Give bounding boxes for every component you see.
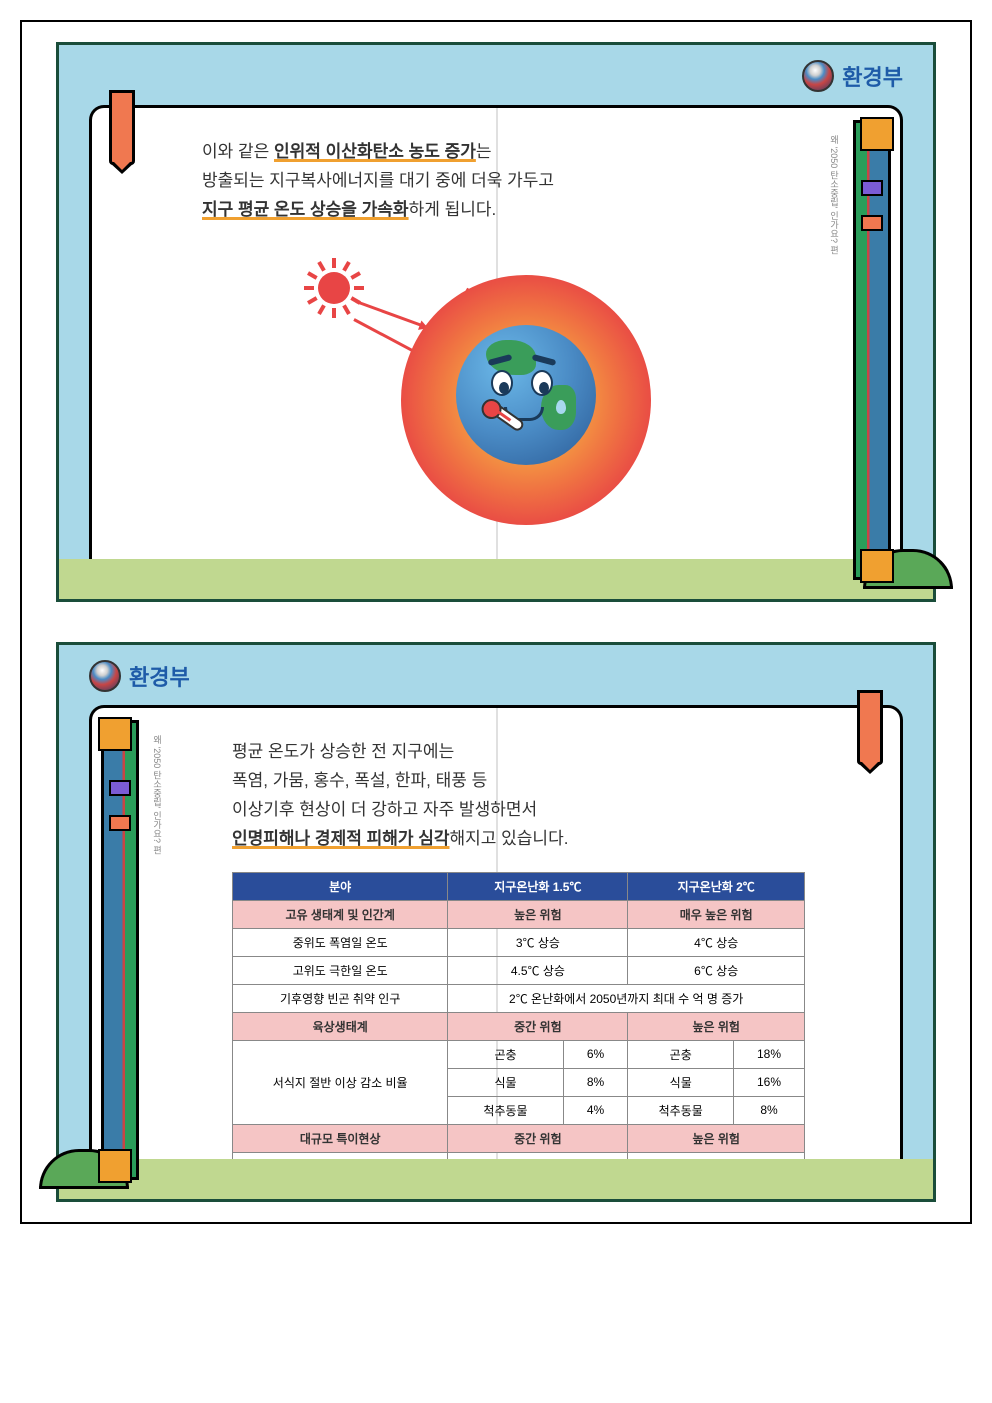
table-cell: 6℃ 상승 (628, 956, 805, 984)
table-cell: 3℃ 상승 (448, 928, 628, 956)
table-cell: 6% (563, 1040, 628, 1068)
table-cell: 중위도 폭염일 온도 (233, 928, 448, 956)
ground-decoration (59, 559, 933, 599)
book-frame: 평균 온도가 상승한 전 지구에는 폭염, 가뭄, 홍수, 폭설, 한파, 태풍… (89, 705, 903, 1199)
bookmark-decoration (109, 90, 135, 165)
table-cell: 18% (734, 1040, 805, 1068)
bookmark-label: 왜 '2050 탄소중립' 인가요? 편 (151, 735, 164, 854)
table-cell: 곤충 (448, 1040, 563, 1068)
table-cell: 척추동물 (628, 1096, 734, 1124)
table-cell: 기후영향 빈곤 취약 인구 (233, 984, 448, 1012)
earth-illustration (306, 260, 686, 540)
infographic-panel-2: 환경부 평균 온도가 상승한 전 지구에는 폭염, 가뭄, 홍수, 폭설, 한파… (56, 642, 936, 1202)
panel2-text: 평균 온도가 상승한 전 지구에는 폭염, 가뭄, 홍수, 폭설, 한파, 태풍… (232, 738, 805, 854)
table-cell: 높은 위험 (628, 1124, 805, 1152)
logo-text: 환경부 (842, 60, 903, 92)
table-header: 지구온난화 1.5℃ (448, 872, 628, 900)
table-header: 지구온난화 2℃ (628, 872, 805, 900)
table-cell: 4% (563, 1096, 628, 1124)
table-cell: 중간 위험 (448, 1012, 628, 1040)
table-cell: 매우 높은 위험 (628, 900, 805, 928)
table-cell: 2℃ 온난화에서 2050년까지 최대 수 억 명 증가 (448, 984, 805, 1012)
logo-icon (802, 60, 834, 92)
ministry-logo: 환경부 (89, 660, 190, 692)
sun-icon (306, 260, 361, 315)
panel1-content: 이와 같은 인위적 이산화탄소 농도 증가는 방출되는 지구복사에너지를 대기 … (202, 138, 790, 540)
infographic-panel-1: 환경부 이와 같은 인위적 이산화탄소 농도 증가는 방출되는 지구복사에너지를… (56, 42, 936, 602)
book-spine (853, 120, 891, 580)
table-cell: 고유 생태계 및 인간계 (233, 900, 448, 928)
ministry-logo: 환경부 (802, 60, 903, 92)
table-cell: 곤충 (628, 1040, 734, 1068)
table-cell: 16% (734, 1068, 805, 1096)
book-spine (101, 720, 139, 1180)
table-cell: 8% (563, 1068, 628, 1096)
table-cell: 육상생태계 (233, 1012, 448, 1040)
logo-text: 환경부 (129, 660, 190, 692)
table-cell: 척추동물 (448, 1096, 563, 1124)
climate-impact-table: 분야 지구온난화 1.5℃ 지구온난화 2℃ 고유 생태계 및 인간계 높은 위… (232, 872, 805, 1196)
table-cell: 식물 (628, 1068, 734, 1096)
table-cell: 중간 위험 (448, 1124, 628, 1152)
table-cell: 높은 위험 (628, 1012, 805, 1040)
earth-icon (456, 325, 596, 465)
bookmark-label: 왜 '2050 탄소중립' 인가요? 편 (828, 135, 841, 254)
table-cell: 4.5℃ 상승 (448, 956, 628, 984)
panel2-content: 평균 온도가 상승한 전 지구에는 폭염, 가뭄, 홍수, 폭설, 한파, 태풍… (232, 738, 805, 1196)
book-frame: 이와 같은 인위적 이산화탄소 농도 증가는 방출되는 지구복사에너지를 대기 … (89, 105, 903, 599)
table-cell: 식물 (448, 1068, 563, 1096)
panel1-text: 이와 같은 인위적 이산화탄소 농도 증가는 방출되는 지구복사에너지를 대기 … (202, 138, 790, 225)
table-header: 분야 (233, 872, 448, 900)
table-cell: 서식지 절반 이상 감소 비율 (233, 1040, 448, 1124)
table-cell: 고위도 극한일 온도 (233, 956, 448, 984)
bookmark-decoration (857, 690, 883, 765)
page-container: 환경부 이와 같은 인위적 이산화탄소 농도 증가는 방출되는 지구복사에너지를… (20, 20, 972, 1224)
table-cell: 대규모 특이현상 (233, 1124, 448, 1152)
ground-decoration (59, 1159, 933, 1199)
table-cell: 높은 위험 (448, 900, 628, 928)
logo-icon (89, 660, 121, 692)
table-cell: 4℃ 상승 (628, 928, 805, 956)
table-cell: 8% (734, 1096, 805, 1124)
